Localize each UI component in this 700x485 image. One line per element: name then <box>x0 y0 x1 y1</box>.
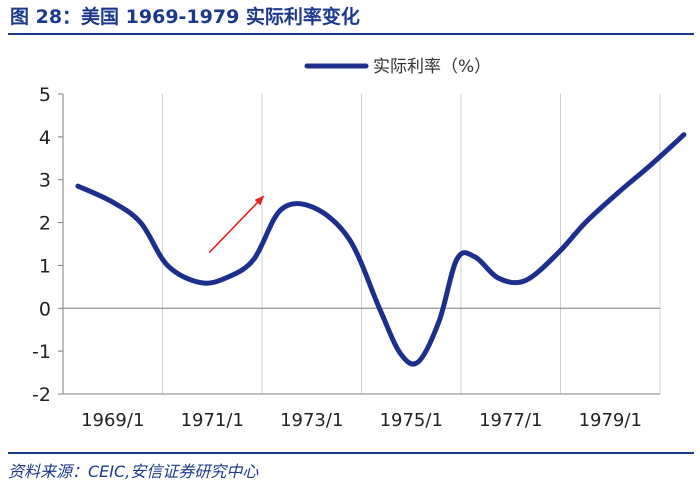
y-tick-label: 2 <box>39 213 51 235</box>
axes: 5 4 3 2 1 0 -1 -2 1969/1 1971/1 1973/1 1975/1 1977/1… <box>32 84 660 431</box>
y-tick-label: 4 <box>39 127 51 149</box>
y-tick-label: 5 <box>39 84 51 106</box>
series-line-0 <box>75 132 687 367</box>
source-rule <box>8 452 694 454</box>
x-tick-label: 1971/1 <box>181 410 244 431</box>
x-tick-label: 1975/1 <box>380 410 443 431</box>
x-tick-label: 1973/1 <box>280 410 343 431</box>
figure-title: 图 28：美国 1969-1979 实际利率变化 <box>10 6 360 28</box>
y-tick-label: -1 <box>32 341 51 363</box>
title-rule <box>8 33 694 35</box>
x-tick-label: 1979/1 <box>579 410 642 431</box>
source-note: 资料来源：CEIC,安信证券研究中心 <box>8 462 259 481</box>
y-tick-label: 0 <box>39 298 51 320</box>
x-tick-label: 1969/1 <box>81 410 144 431</box>
legend-label: 实际利率（%） <box>373 57 491 77</box>
annotation-arrow <box>208 195 265 254</box>
y-tick-label: 1 <box>39 255 51 277</box>
y-tick-label: 3 <box>39 170 51 192</box>
x-tick-label: 1977/1 <box>479 410 542 431</box>
y-tick-label: -2 <box>32 384 51 406</box>
legend: 实际利率（%） <box>304 57 491 77</box>
series-layer <box>75 132 687 367</box>
annotation-layer <box>208 195 265 254</box>
